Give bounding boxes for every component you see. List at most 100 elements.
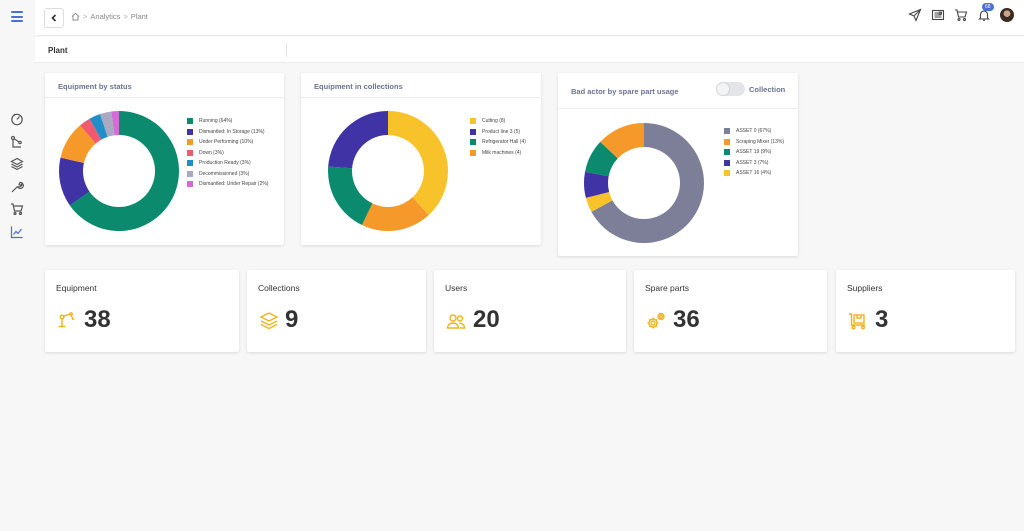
legend-item: Product line 3 (5) (470, 127, 526, 138)
donut-slice-asset-0[interactable] (591, 123, 704, 243)
equipment-by-status-card: Equipment by status Running (64%) Disman… (45, 73, 284, 245)
legend-swatch (724, 138, 730, 145)
breadcrumb-separator: > (123, 12, 128, 21)
legend-item: ASSET 16 (4%) (724, 168, 784, 179)
notification-badge: 68 (982, 3, 994, 11)
page-header: Plant (35, 37, 1024, 63)
avatar[interactable] (1000, 8, 1014, 22)
legend-swatch (724, 128, 730, 135)
stat-value: 3 (875, 306, 889, 333)
legend-swatch (724, 149, 730, 156)
donut-slice-refrigerator-hall[interactable] (328, 166, 373, 226)
back-button[interactable] (44, 8, 64, 28)
collections-donut-chart (328, 111, 449, 231)
legend-label: Down (3%) (199, 149, 224, 156)
legend-swatch (470, 139, 476, 146)
dashboard-gauge-icon[interactable] (10, 112, 24, 126)
news-icon[interactable] (931, 8, 945, 22)
analytics-chart-icon[interactable] (10, 225, 24, 239)
donut-slice-dismantled-in-storage[interactable] (58, 157, 90, 206)
donut-slice-asset-3[interactable] (584, 171, 610, 198)
legend-label: Product line 3 (5) (482, 128, 521, 135)
stat-card-equipment[interactable]: Equipment 38 (45, 270, 239, 352)
chevron-left-icon (51, 14, 57, 22)
card-title: Equipment by status (58, 82, 132, 91)
layers-icon (259, 311, 279, 331)
send-icon[interactable] (908, 8, 922, 22)
legend-swatch (187, 160, 193, 167)
legend-label: ASSET 16 (4%) (736, 170, 772, 177)
stat-label: Equipment (56, 283, 97, 293)
donut-slice-asset-19[interactable] (585, 141, 618, 177)
stat-label: Spare parts (645, 283, 689, 293)
legend-swatch (187, 149, 193, 156)
stat-card-collections[interactable]: Collections 9 (247, 270, 426, 352)
layers-icon[interactable] (10, 157, 24, 171)
donut-slice-cutting[interactable] (388, 111, 449, 215)
donut-slice-under-performing[interactable] (60, 125, 96, 163)
legend-label: ASSET 0 (67%) (736, 128, 772, 135)
breadcrumb-analytics[interactable]: Analytics (90, 12, 121, 21)
legend-label: Decommissioned (3%) (199, 170, 250, 177)
legend-item: Dismantled: Under Repair (2%) (187, 179, 268, 190)
donut-slice-down[interactable] (80, 118, 102, 144)
equipment-in-collections-card: Equipment in collections Cutting (8) Pro… (301, 73, 541, 245)
legend-label: Dismantled: Under Repair (2%) (199, 181, 269, 188)
legend-item: Running (64%) (187, 116, 268, 127)
collection-toggle[interactable] (716, 82, 745, 96)
donut-slice-decommissioned[interactable] (100, 111, 115, 137)
users-icon (446, 311, 466, 331)
bell-icon[interactable]: 68 (977, 3, 994, 22)
legend-label: Cutting (8) (482, 118, 506, 125)
stat-value: 20 (473, 306, 500, 333)
divider (45, 97, 284, 98)
legend-item: Refrigerator Hall (4) (470, 137, 526, 148)
cart-icon[interactable] (954, 8, 968, 22)
legend-item: Decommissioned (3%) (187, 169, 268, 180)
sidebar (0, 0, 35, 531)
donut-slice-milk-machines[interactable] (361, 197, 429, 231)
legend-item: ASSET 3 (7%) (724, 158, 784, 169)
donut-slice-running[interactable] (69, 111, 179, 231)
legend-label: Scraping Mixer (13%) (736, 138, 785, 145)
legend-item: ASSET 19 (9%) (724, 147, 784, 158)
legend-label: ASSET 3 (7%) (736, 159, 769, 166)
cart-icon[interactable] (10, 202, 24, 216)
legend-swatch (724, 170, 730, 177)
donut-slice-asset-16[interactable] (585, 191, 613, 212)
legend-label: Dismantled: In Storage (13%) (199, 128, 265, 135)
legend-swatch (470, 118, 476, 125)
legend-swatch (470, 149, 476, 156)
legend-label: Under Performing (10%) (199, 139, 254, 146)
legend-swatch (187, 139, 193, 146)
toggle-label: Collection (749, 85, 786, 94)
stat-card-spare-parts[interactable]: Spare parts 36 (634, 270, 827, 352)
breadcrumb: > Analytics > Plant (71, 12, 148, 21)
donut-slice-dismantled-under-repair[interactable] (111, 111, 119, 136)
equipment-arm-icon[interactable] (10, 135, 24, 149)
legend-label: Production Ready (3%) (199, 160, 251, 167)
legend-swatch (187, 170, 193, 177)
stat-label: Collections (258, 283, 300, 293)
bad-actor-donut-chart (584, 123, 704, 243)
divider (301, 97, 541, 98)
donut-slice-production-ready[interactable] (89, 114, 108, 140)
wrench-icon[interactable] (10, 180, 24, 194)
stat-label: Suppliers (847, 283, 883, 293)
bad-actor-card: Bad actor by spare part usage Collection… (558, 73, 798, 256)
legend-swatch (724, 159, 730, 166)
stat-card-suppliers[interactable]: Suppliers 3 (836, 270, 1015, 352)
stat-card-users[interactable]: Users 20 (434, 270, 626, 352)
bad-actor-legend: ASSET 0 (67%) Scraping Mixer (13%) ASSET… (724, 126, 784, 179)
gears-icon (646, 311, 666, 331)
stat-value: 9 (285, 306, 299, 333)
donut-slice-product-line-3[interactable] (328, 111, 388, 169)
home-icon[interactable] (71, 12, 80, 21)
legend-item: ASSET 0 (67%) (724, 126, 784, 137)
legend-swatch (187, 128, 193, 135)
legend-label: ASSET 19 (9%) (736, 149, 772, 156)
robot-arm-icon (57, 311, 77, 331)
menu-icon[interactable] (11, 11, 23, 22)
donut-slice-scraping-mixer[interactable] (600, 123, 644, 159)
toggle-knob (717, 83, 729, 95)
